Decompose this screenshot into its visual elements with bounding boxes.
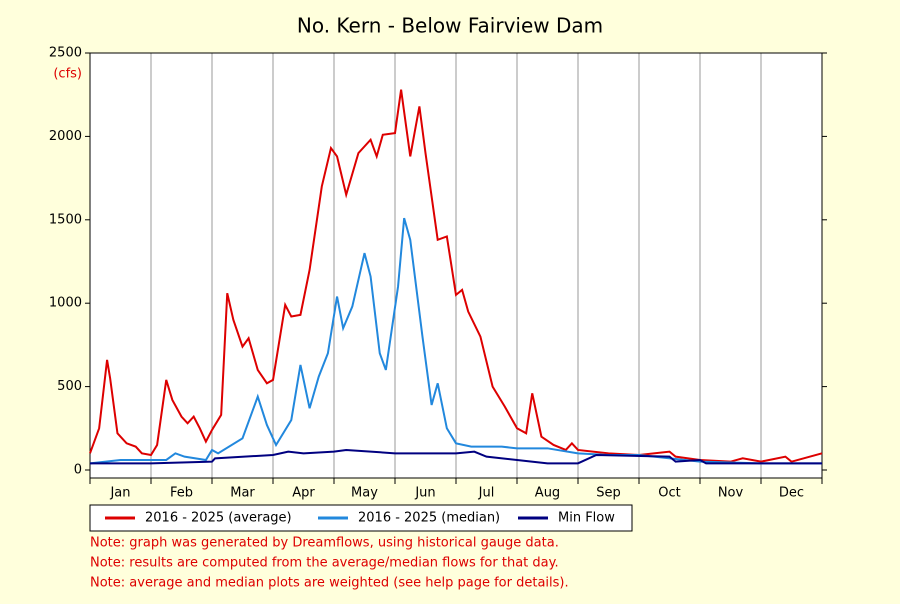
chart-title: No. Kern - Below Fairview Dam: [297, 14, 603, 38]
series-line: [89, 217, 822, 465]
plot-frame: [89, 52, 823, 479]
y-tick-label: 0: [74, 463, 82, 478]
x-tick-label: Dec: [779, 486, 804, 501]
note: Note: graph was generated by Dreamflows,…: [90, 536, 559, 551]
note: Note: results are computed from the aver…: [90, 556, 559, 571]
y-tick-label: 2000: [49, 129, 82, 144]
y-tick-label: 1500: [49, 212, 82, 227]
y-tick-label: 500: [57, 379, 82, 394]
x-tick-label: Feb: [170, 486, 193, 501]
series-line: [89, 89, 823, 463]
legend-label: 2016 - 2025 (median): [358, 511, 500, 526]
x-tick-label: Sep: [596, 486, 621, 501]
legend-label: 2016 - 2025 (average): [145, 511, 292, 526]
x-tick-label: Mar: [230, 486, 255, 501]
x-tick-label: Jul: [478, 486, 495, 501]
series-line: [90, 448, 822, 465]
x-tick-label: Nov: [718, 486, 744, 501]
y-unit: (cfs): [53, 67, 82, 82]
x-tick-label: Jan: [109, 486, 130, 501]
x-tick-label: Jun: [414, 486, 435, 501]
legend-label: Min Flow: [558, 511, 615, 526]
note: Note: average and median plots are weigh…: [90, 576, 569, 591]
x-tick-label: Oct: [658, 486, 680, 501]
x-tick-label: May: [351, 486, 378, 501]
x-tick-label: Aug: [535, 486, 560, 501]
y-tick-label: 2500: [49, 46, 82, 61]
y-tick-label: 1000: [49, 296, 82, 311]
x-tick-label: Apr: [292, 486, 315, 501]
